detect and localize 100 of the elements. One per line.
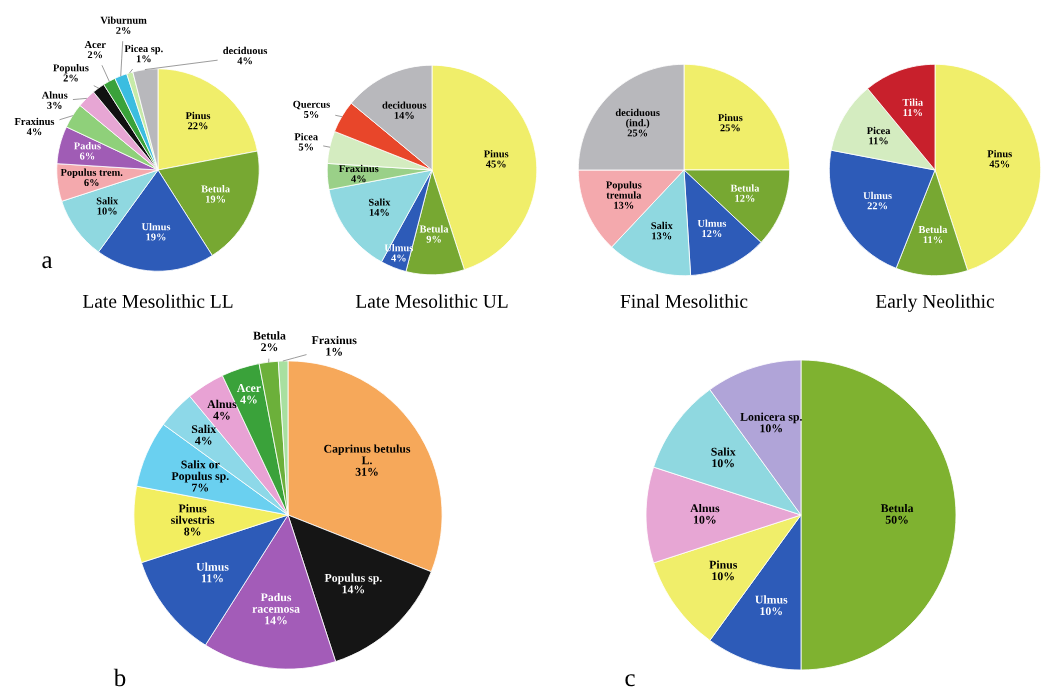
slice-label: Ulmus — [196, 562, 229, 571]
slice-label: Picea — [294, 132, 318, 141]
slice-label: Pinus — [987, 149, 1012, 158]
data-label: 4% — [213, 411, 230, 420]
slice-label: Picea sp. — [124, 44, 163, 55]
data-label: 14% — [394, 111, 414, 119]
slice-label: Alnus — [207, 399, 237, 409]
slice-label: Tilia — [902, 98, 923, 106]
slice-label: Lonicera sp. — [740, 412, 802, 424]
data-label: 11% — [201, 574, 223, 583]
slice-label: Betula — [253, 331, 286, 340]
slice-label: Acer — [84, 41, 106, 49]
data-label: 13% — [652, 232, 672, 240]
data-label: 5% — [304, 110, 319, 118]
slice-label: Pinus — [718, 113, 743, 122]
data-label: 4% — [351, 175, 366, 183]
text: Late Mesolithic UL — [355, 294, 508, 308]
slice-label: deciduous — [223, 46, 268, 55]
data-label: 9% — [426, 235, 441, 243]
text: b — [113, 668, 126, 687]
slice-label: Salix — [368, 198, 391, 206]
slice-label: deciduous (ind.) — [615, 108, 660, 129]
data-label: 10% — [760, 607, 782, 616]
data-label: 14% — [342, 585, 365, 594]
slice-label: Caprinus betulus L. — [324, 444, 411, 465]
data-label: 10% — [760, 424, 782, 433]
slice-label: Alnus — [690, 503, 720, 513]
text: a — [42, 256, 53, 269]
data-label: 10% — [694, 515, 716, 524]
data-label: 11% — [869, 137, 888, 145]
slice-label: Salix — [96, 197, 119, 205]
slice-label: Populus — [53, 64, 89, 74]
slice-label: Fraxinus — [311, 335, 357, 345]
slice-label: Pinus silvestris — [171, 504, 215, 524]
data-label: 2% — [63, 74, 78, 82]
slice-label: Populus sp. — [324, 573, 382, 585]
data-label: 12% — [702, 229, 722, 238]
slice-label: Pinus — [709, 560, 738, 569]
data-label: 6% — [79, 152, 95, 160]
data-label: 4% — [237, 57, 252, 65]
data-label: 22% — [188, 122, 208, 130]
data-label: 4% — [26, 128, 42, 136]
data-label: 45% — [989, 160, 1010, 168]
data-label: 2% — [261, 343, 278, 352]
data-label: 2% — [87, 51, 103, 59]
slice-label: deciduous — [382, 101, 427, 109]
slice-label: Ulmus — [863, 191, 892, 200]
data-label: 19% — [146, 233, 166, 241]
data-label: 2% — [116, 26, 131, 34]
data-label: 14% — [369, 208, 389, 216]
data-label: 5% — [298, 143, 314, 151]
data-label: 4% — [195, 436, 212, 445]
data-label: 7% — [192, 483, 209, 492]
text: Early Neolithic — [875, 294, 995, 312]
data-label: 4% — [391, 254, 406, 262]
slice-label: Quercus — [293, 100, 330, 110]
slice-label: Pinus — [185, 111, 211, 120]
slice-label: Viburnum — [100, 16, 147, 24]
slice-label: Populus tremula — [606, 181, 642, 199]
data-label: 8% — [184, 527, 201, 536]
data-label: 10% — [97, 207, 117, 215]
slice-label: Ulmus — [697, 219, 727, 227]
data-label: 4% — [240, 395, 257, 404]
slice-label: Acer — [236, 384, 261, 392]
slice-label: Alnus — [41, 91, 68, 99]
text: Final Mesolithic — [620, 294, 748, 308]
data-label: 11% — [903, 108, 922, 117]
slice-label: Salix — [651, 221, 673, 230]
data-label: 10% — [712, 459, 734, 468]
slice-label: Ulmus — [141, 222, 171, 231]
data-label: 1% — [136, 55, 151, 63]
text: c — [625, 674, 635, 687]
data-label: 14% — [265, 616, 287, 625]
data-label: 31% — [355, 467, 378, 476]
data-label: 6% — [84, 179, 99, 187]
slice-label: Salix — [711, 447, 736, 456]
data-label: 1% — [326, 347, 342, 356]
slice-label: Ulmus — [755, 595, 788, 604]
slice-label: Padus — [73, 142, 101, 150]
data-label: 45% — [485, 160, 506, 168]
slice-label: Betula — [880, 503, 914, 513]
data-label: 11% — [923, 236, 943, 244]
data-label: 50% — [885, 515, 908, 524]
slice-label: Salix — [191, 424, 217, 434]
slice-label: Salix or Populus sp. — [171, 460, 229, 483]
text: Late Mesolithic LL — [82, 294, 233, 308]
slice-label: Fraxinus — [14, 117, 55, 126]
slice-label: Betula — [201, 185, 230, 193]
data-label: 3% — [47, 101, 62, 109]
slice-label: Pinus — [483, 150, 509, 158]
slice-label: Fraxinus — [338, 164, 379, 173]
data-label: 25% — [627, 129, 648, 137]
slice-label: Populus trem. — [60, 168, 123, 179]
data-label: 10% — [712, 572, 734, 581]
slice-label: Picea — [866, 126, 891, 135]
data-label: 13% — [614, 201, 634, 209]
slice-label: Betula — [730, 184, 760, 192]
slice-label: Betula — [419, 225, 449, 233]
slice-label: Padus racemosa — [252, 592, 300, 613]
data-label: 12% — [735, 194, 755, 202]
